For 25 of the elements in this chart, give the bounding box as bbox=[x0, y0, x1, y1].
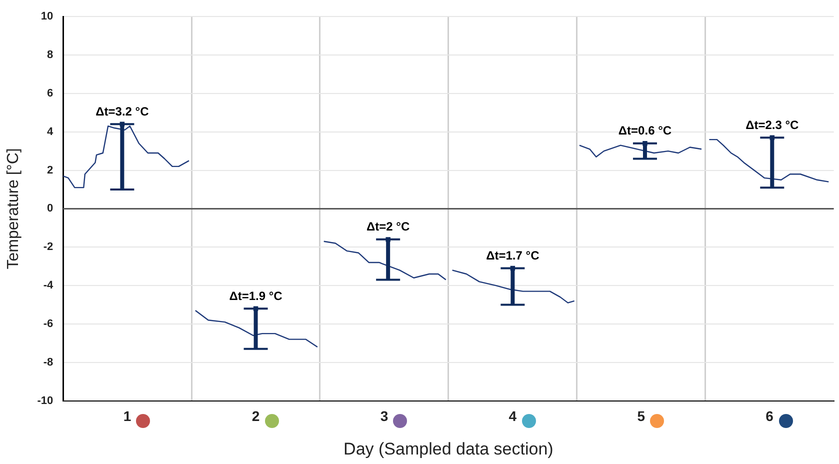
annotation: Δt=1.9 °C bbox=[229, 288, 283, 303]
y-tick-label: 8 bbox=[46, 49, 54, 62]
y-tick-label: 4 bbox=[46, 126, 54, 138]
y-tick-label: -10 bbox=[37, 394, 54, 407]
x-tick-label: 4 bbox=[508, 408, 517, 424]
annotation: Δt=2.3 °C bbox=[746, 118, 800, 132]
annotation: Δt=1.7 °C bbox=[486, 248, 540, 263]
y-tick-label: 2 bbox=[46, 164, 54, 176]
y-tick-label: -8 bbox=[43, 356, 54, 368]
x-tick-label: 1 bbox=[123, 408, 132, 424]
y-tick-label: 0 bbox=[46, 202, 54, 215]
y-tick-label: -2 bbox=[43, 241, 54, 254]
y-tick-label: -6 bbox=[43, 318, 54, 330]
annotation: Δt=3.2 °C bbox=[96, 104, 150, 118]
x-tick-label: 5 bbox=[637, 408, 646, 424]
y-tick-label: -4 bbox=[43, 280, 54, 292]
x-tick-label: 2 bbox=[252, 408, 260, 424]
y-tick-label: 10 bbox=[40, 10, 54, 23]
x-tick-label: 3 bbox=[380, 408, 388, 424]
x-axis-title: Day (Sampled data section) bbox=[344, 439, 554, 458]
y-tick-label: 6 bbox=[46, 87, 54, 100]
annotation: Δt=0.6 °C bbox=[618, 124, 672, 138]
y-axis-title: Temperature [°C] bbox=[5, 148, 22, 270]
x-tick-label: 6 bbox=[766, 408, 774, 424]
annotation: Δt=2 °C bbox=[366, 220, 410, 234]
